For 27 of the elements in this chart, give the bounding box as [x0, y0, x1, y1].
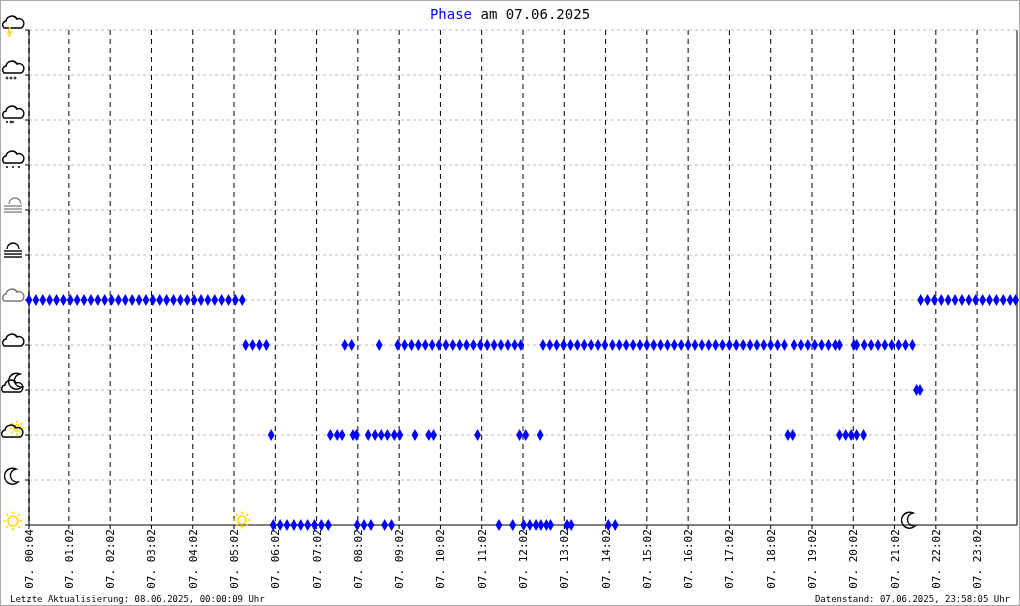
x-tick-label: 07. 18:02: [764, 529, 778, 589]
x-tick-label: 07. 09:02: [393, 529, 407, 589]
x-tick-label: 07. 13:02: [558, 529, 572, 589]
x-tick-label: 07. 11:02: [475, 529, 489, 589]
x-tick-label: 07. 04:02: [186, 529, 200, 589]
x-tick-label: 07. 08:02: [351, 529, 365, 589]
x-tick-label: 07. 00:04: [23, 528, 36, 589]
x-tick-label: 07. 20:02: [847, 529, 861, 589]
x-tick-label: 07. 14:02: [599, 529, 613, 589]
x-tick-label: 07. 15:02: [640, 529, 654, 589]
x-tick-label: 07. 06:02: [269, 529, 283, 589]
text: Letzte Aktualisierung: 08.06.2025, 00:00:09 Uhr: [10, 594, 266, 604]
x-tick-label: 07. 02:02: [104, 529, 118, 589]
text: Datenstand: 07.06.2025, 23:58:05 Uhr: [814, 594, 1011, 604]
x-tick-label: 07. 17:02: [723, 529, 737, 589]
x-tick-label: 07. 01:02: [62, 529, 76, 589]
chart-title: Phase am 07.06.2025: [429, 6, 591, 22]
x-tick-label: 07. 07:02: [310, 529, 324, 589]
x-tick-label: 07. 21:02: [888, 529, 902, 589]
x-tick-label: 07. 23:02: [971, 529, 985, 589]
x-tick-label: 07. 05:02: [228, 529, 242, 589]
x-tick-label: 07. 03:02: [145, 529, 159, 589]
x-tick-label: 07. 10:02: [434, 529, 448, 589]
x-tick-label: 07. 16:02: [682, 529, 696, 589]
x-tick-label: 07. 19:02: [805, 529, 819, 589]
x-tick-label: 07. 22:02: [929, 529, 943, 589]
x-tick-label: 07. 12:02: [517, 529, 530, 589]
